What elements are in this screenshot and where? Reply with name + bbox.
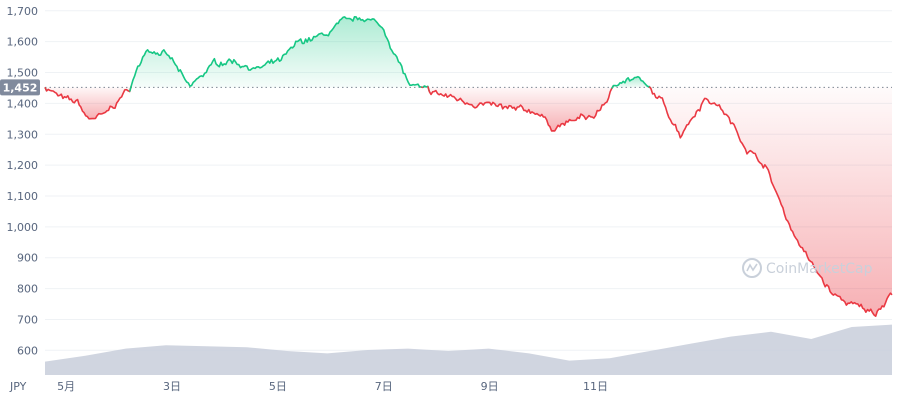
x-tick-label: 9日 bbox=[481, 380, 499, 393]
fill-above-baseline bbox=[611, 76, 651, 89]
price-line-down bbox=[44, 85, 133, 120]
y-tick-label: 900 bbox=[17, 252, 38, 265]
watermark-logo-icon bbox=[742, 258, 762, 278]
y-tick-label: 1,400 bbox=[7, 97, 39, 110]
price-line-down bbox=[427, 85, 615, 132]
y-tick-label: 1,600 bbox=[7, 36, 39, 49]
y-tick-label: 700 bbox=[17, 313, 38, 326]
y-tick-label: 600 bbox=[17, 344, 38, 357]
fill-below-baseline bbox=[45, 85, 132, 119]
volume-shape bbox=[45, 324, 892, 375]
price-line-up bbox=[611, 75, 652, 90]
y-tick-label: 800 bbox=[17, 283, 38, 296]
x-tick-label: 7日 bbox=[375, 380, 393, 393]
y-tick-label: 1,200 bbox=[7, 159, 39, 172]
y-tick-label: 1,700 bbox=[7, 5, 39, 18]
fill-above-baseline bbox=[129, 16, 423, 92]
x-tick-label: 11日 bbox=[583, 380, 608, 393]
price-fill bbox=[45, 16, 892, 317]
x-tick-label: 3日 bbox=[163, 380, 181, 393]
x-tick-label: 5月 bbox=[57, 380, 75, 393]
currency-label: JPY bbox=[9, 380, 27, 393]
y-tick-label: 1,500 bbox=[7, 67, 39, 80]
y-tick-label: 1,100 bbox=[7, 190, 39, 203]
watermark-logo-mark bbox=[746, 263, 758, 272]
y-tick-label: 1,000 bbox=[7, 221, 39, 234]
watermark-text: CoinMarketCap bbox=[766, 261, 873, 277]
y-axis: 600 700 800 900 1,000 1,100 1,200 1,300 1,400 1,5… bbox=[7, 5, 39, 358]
price-line bbox=[44, 16, 893, 317]
fill-below-baseline bbox=[427, 85, 614, 131]
fill-below-baseline bbox=[649, 86, 892, 317]
x-axis: JPY 5月 3日 5日 7日 9日 11日 bbox=[9, 380, 608, 393]
price-line-up bbox=[128, 16, 424, 92]
baseline-tag-label: 1,452 bbox=[3, 81, 38, 94]
y-tick-label: 1,300 bbox=[7, 128, 39, 141]
volume-area bbox=[45, 324, 892, 375]
x-tick-label: 5日 bbox=[269, 380, 287, 393]
baseline-tag: 1,452 bbox=[0, 79, 40, 96]
baseline-tag-box bbox=[0, 79, 40, 96]
price-line-down bbox=[648, 86, 893, 317]
watermark: CoinMarketCap bbox=[742, 258, 873, 278]
